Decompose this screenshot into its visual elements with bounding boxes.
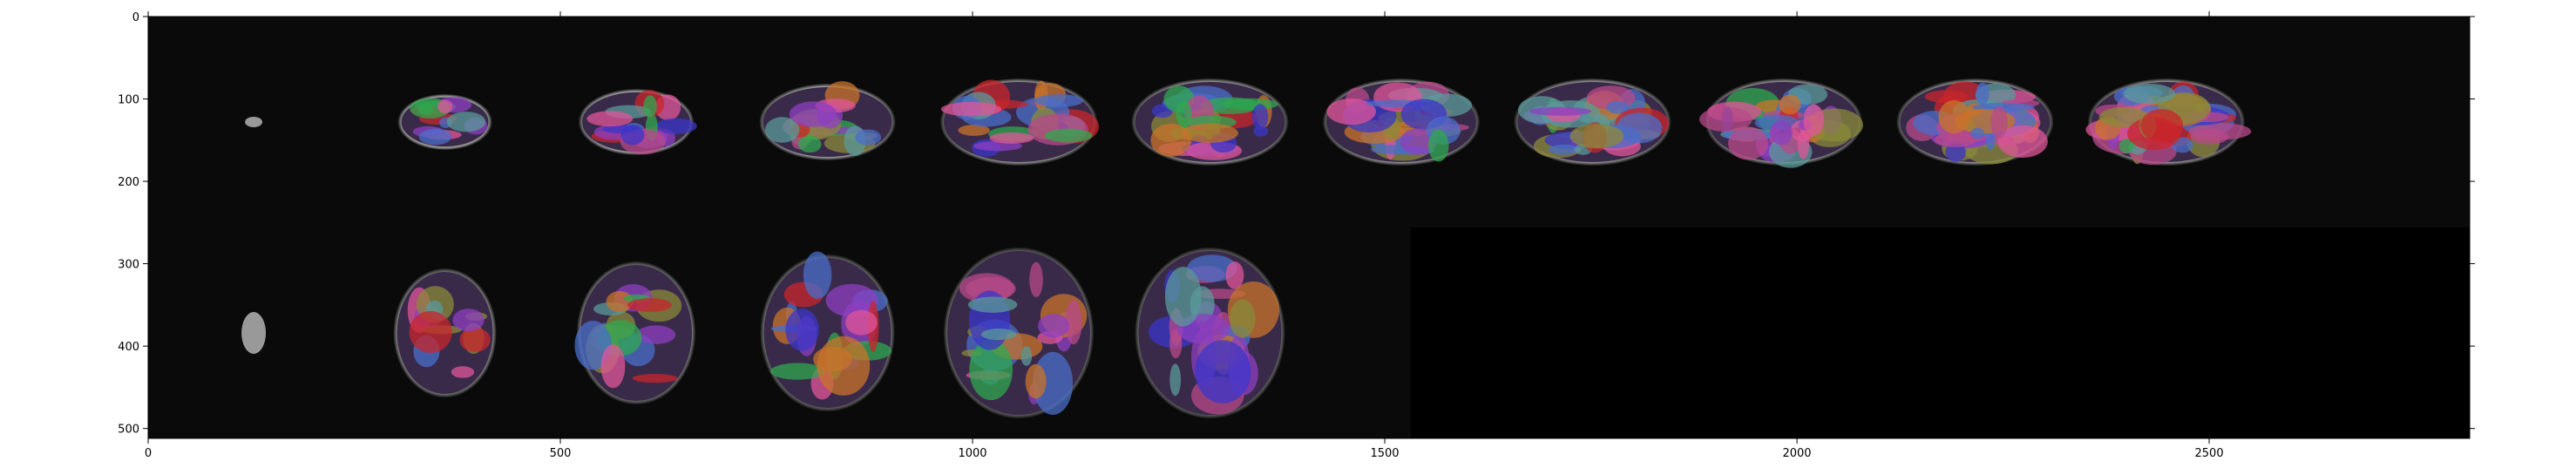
axes-frame [147, 16, 2471, 439]
brain-slice-axial [940, 78, 1099, 166]
brain-slice-sagittal [944, 248, 1094, 418]
x-tick-label: 2000 [1782, 447, 1811, 460]
x-tick-label: 1500 [1370, 447, 1399, 460]
tiles-layer [241, 78, 2252, 418]
y-tick-label: 0 [132, 11, 139, 24]
plot-area [147, 16, 2471, 439]
brain-slice-axial [245, 117, 263, 127]
brain-slice-axial [2085, 78, 2252, 166]
brain-slice-axial [1322, 78, 1480, 166]
brain-slice-sagittal [574, 261, 696, 404]
x-tick-label: 2500 [2195, 447, 2224, 460]
brain-slice-axial [1699, 78, 1863, 168]
brain-slice-sagittal [760, 251, 895, 411]
brain-slice-sagittal [393, 268, 497, 397]
x-tick-label: 500 [550, 447, 572, 460]
y-tick-label: 100 [118, 94, 139, 107]
brain-slice-sagittal [1135, 248, 1285, 418]
x-axis: 0 500 1000 1500 2000 2500 [145, 11, 2224, 460]
brain-slice-axial [1514, 78, 1671, 166]
brain-slice-axial [579, 89, 697, 155]
y-tick-label: 200 [118, 176, 139, 189]
y-tick-label: 300 [118, 259, 139, 272]
empty-region [1411, 227, 2470, 438]
y-tick-label: 400 [118, 341, 139, 354]
brain-slice-axial [759, 81, 896, 160]
brain-slice-axial [397, 94, 492, 150]
x-tick-label: 1000 [958, 447, 986, 460]
y-axis: 0 100 200 300 400 500 [118, 11, 2475, 437]
brain-slice-axial [1131, 78, 1289, 166]
brain-slice-axial [1896, 78, 2054, 166]
brain-slice-sagittal [241, 312, 267, 354]
x-tick-label: 0 [145, 447, 152, 460]
y-tick-label: 500 [118, 424, 139, 437]
